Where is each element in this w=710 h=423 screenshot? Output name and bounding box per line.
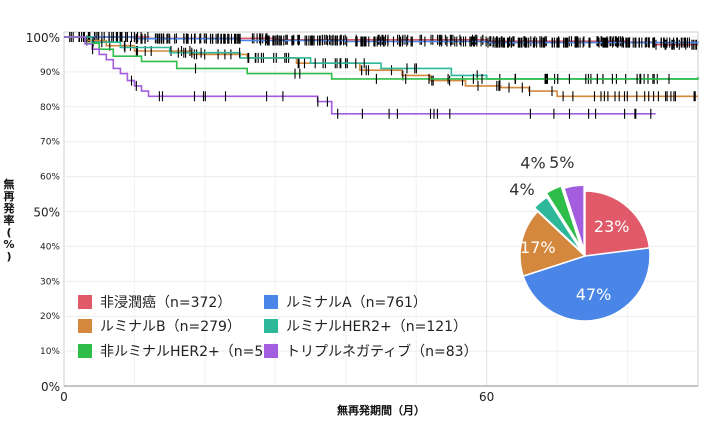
censor-ticks-4 bbox=[82, 32, 670, 84]
y-tick-label: 90% bbox=[40, 68, 60, 78]
y-axis-title: 無再発率(%) bbox=[3, 177, 16, 263]
y-tick-label: 50% bbox=[33, 206, 60, 220]
x-axis-title: 無再発期間（月） bbox=[337, 403, 425, 417]
censor-ticks-1 bbox=[70, 32, 690, 48]
x-tick-label: 0 bbox=[60, 390, 68, 404]
legend-swatch bbox=[78, 319, 92, 333]
censor-ticks-5 bbox=[92, 44, 652, 119]
x-tick-label: 60 bbox=[479, 390, 494, 404]
y-tick-label: 80% bbox=[40, 103, 60, 113]
curve-3 bbox=[64, 36, 698, 80]
pie-label: 4% bbox=[520, 154, 545, 173]
y-tick-label: 40% bbox=[40, 242, 60, 252]
y-axis-ticks: 0% 10% 20% 30% 40% 50% 60% 70% 80% 90% 100% bbox=[26, 31, 61, 394]
y-tick-label: 100% bbox=[26, 31, 60, 45]
y-tick-label: 10% bbox=[40, 347, 60, 357]
pie-label: 4% bbox=[509, 180, 534, 199]
curve-5 bbox=[64, 36, 656, 115]
legend-swatch bbox=[264, 295, 278, 309]
pie-label: 17% bbox=[520, 238, 556, 257]
pie-label: 47% bbox=[576, 285, 612, 304]
legend-label: ルミナルA（n=761） bbox=[286, 295, 427, 311]
legend-label: トリプルネガティブ（n=83） bbox=[286, 343, 478, 360]
legend-label: 非浸潤癌（n=372） bbox=[100, 295, 231, 311]
legend-label: 非ルミナルHER2+（n=58） bbox=[100, 344, 286, 360]
pie-chart: 23%47%17%4%4% 5% bbox=[509, 153, 651, 322]
x-axis-ticks: 0 60 bbox=[60, 390, 494, 404]
survival-curves bbox=[64, 32, 699, 119]
y-tick-label: 20% bbox=[40, 312, 60, 322]
y-tick-label: 70% bbox=[40, 138, 60, 148]
pie-label: 5% bbox=[549, 153, 574, 172]
y-tick-label: 60% bbox=[40, 173, 60, 183]
y-tick-label: 30% bbox=[40, 277, 60, 287]
pie-slice bbox=[545, 185, 582, 249]
legend-swatch bbox=[264, 319, 278, 333]
legend-swatch bbox=[264, 344, 278, 358]
pie-slice bbox=[519, 210, 587, 278]
pie-slice bbox=[563, 184, 585, 251]
pie-slice bbox=[533, 196, 583, 253]
y-tick-label: 0% bbox=[41, 380, 60, 394]
pie-slice bbox=[584, 190, 651, 257]
legend: 非浸潤癌（n=372） ルミナルA（n=761） ルミナルB（n=279） ルミナルH… bbox=[78, 295, 478, 360]
legend-label: ルミナルHER2+（n=121） bbox=[286, 319, 467, 335]
legend-swatch bbox=[78, 344, 92, 358]
legend-label: ルミナルB（n=279） bbox=[100, 319, 241, 335]
legend-swatch bbox=[78, 295, 92, 309]
pie-label: 23% bbox=[594, 217, 630, 236]
censor-ticks-2 bbox=[78, 32, 696, 102]
curve-4 bbox=[64, 36, 699, 80]
